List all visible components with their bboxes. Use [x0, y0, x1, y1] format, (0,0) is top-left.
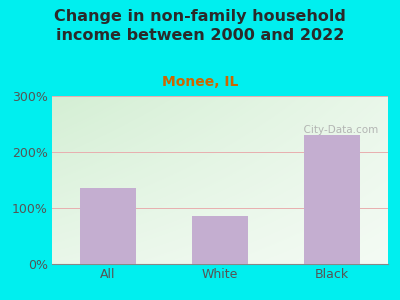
Bar — [192, 216, 248, 264]
Bar — [304, 135, 360, 264]
Text: Change in non-family household
income between 2000 and 2022: Change in non-family household income be… — [54, 9, 346, 43]
Text: Monee, IL: Monee, IL — [162, 75, 238, 89]
Bar — [80, 188, 136, 264]
Text: City-Data.com: City-Data.com — [297, 124, 378, 135]
